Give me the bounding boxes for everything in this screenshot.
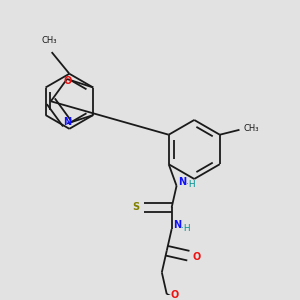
Text: O: O bbox=[170, 290, 179, 300]
Text: ·H: ·H bbox=[185, 180, 195, 189]
Text: O: O bbox=[192, 252, 200, 262]
Text: N: N bbox=[63, 117, 71, 127]
Text: S: S bbox=[133, 202, 140, 212]
Text: N: N bbox=[178, 177, 187, 187]
Text: CH₃: CH₃ bbox=[42, 36, 58, 45]
Text: CH₃: CH₃ bbox=[243, 124, 259, 133]
Text: ·H: ·H bbox=[181, 224, 190, 232]
Text: O: O bbox=[64, 76, 72, 86]
Text: N: N bbox=[173, 220, 181, 230]
